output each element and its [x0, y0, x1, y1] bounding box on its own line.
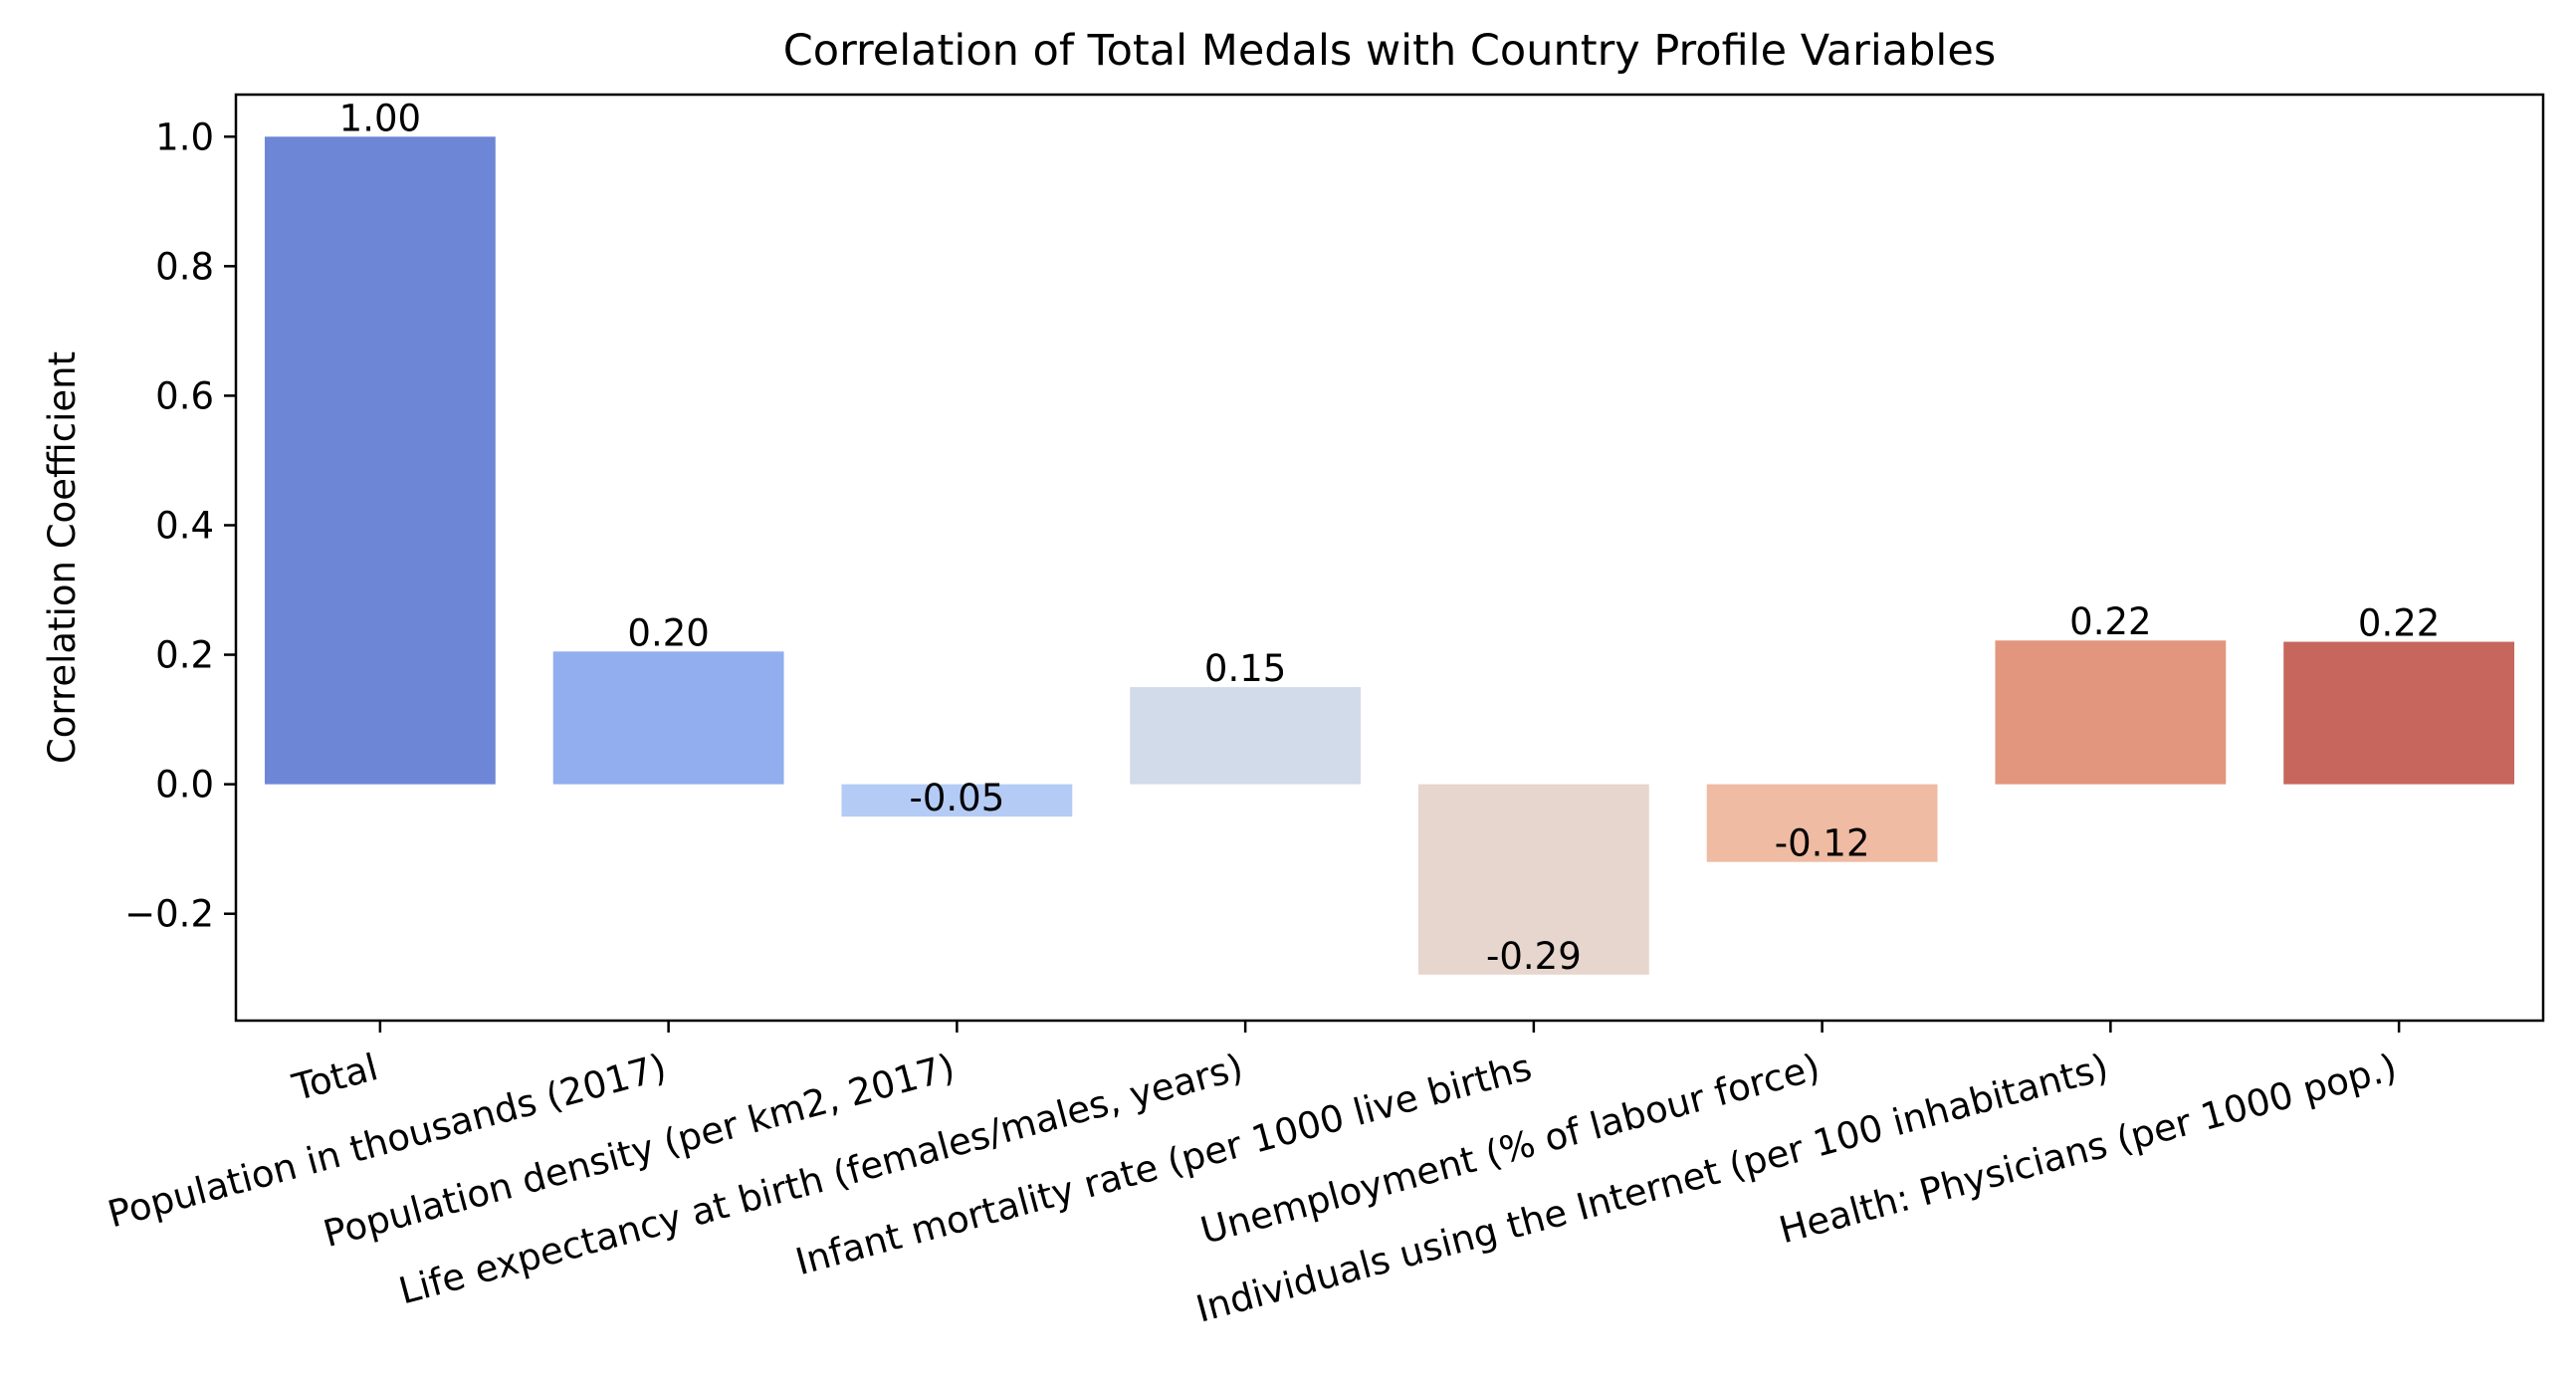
- bar-7: [1995, 640, 2227, 785]
- y-tick-label-3: 0.2: [155, 634, 214, 677]
- bars-group: [264, 136, 2515, 975]
- bar-6: [1706, 784, 1938, 862]
- y-tick-label-2: 0.0: [155, 764, 214, 807]
- data-label-5: -0.29: [1486, 935, 1582, 978]
- bar-8: [2283, 641, 2515, 785]
- chart-title: Correlation of Total Medals with Country…: [783, 26, 1996, 76]
- plot-area-frame: [234, 93, 2545, 1023]
- y-tick-label-4: 0.4: [155, 504, 214, 547]
- data-label-3: -0.05: [910, 777, 1005, 819]
- data-label-1: 1.00: [339, 97, 421, 139]
- bar-5: [1417, 784, 1649, 975]
- y-tick-label-6: 0.8: [155, 245, 214, 288]
- data-labels-group: 1.00 0.20 -0.05 0.15 -0.29 -0.12 0.22 0.22: [339, 97, 2441, 978]
- y-tick-label-5: 0.6: [155, 374, 214, 417]
- y-tick-label-1: −0.2: [124, 893, 214, 936]
- bar-2: [552, 651, 784, 785]
- data-label-2: 0.20: [627, 611, 709, 654]
- bar-3: [841, 784, 1073, 817]
- data-label-7: 0.22: [2069, 600, 2151, 643]
- y-tick-label-7: 1.0: [155, 116, 214, 158]
- data-label-4: 0.15: [1204, 647, 1286, 690]
- y-axis-label: Correlation Coefficient: [41, 351, 84, 764]
- data-label-6: -0.12: [1775, 822, 1870, 865]
- y-axis-ticks: −0.2 0.0 0.2 0.4 0.6 0.8 1.0: [124, 116, 236, 936]
- data-label-8: 0.22: [2358, 602, 2440, 645]
- bar-4: [1130, 687, 1362, 785]
- bar-1: [264, 136, 496, 785]
